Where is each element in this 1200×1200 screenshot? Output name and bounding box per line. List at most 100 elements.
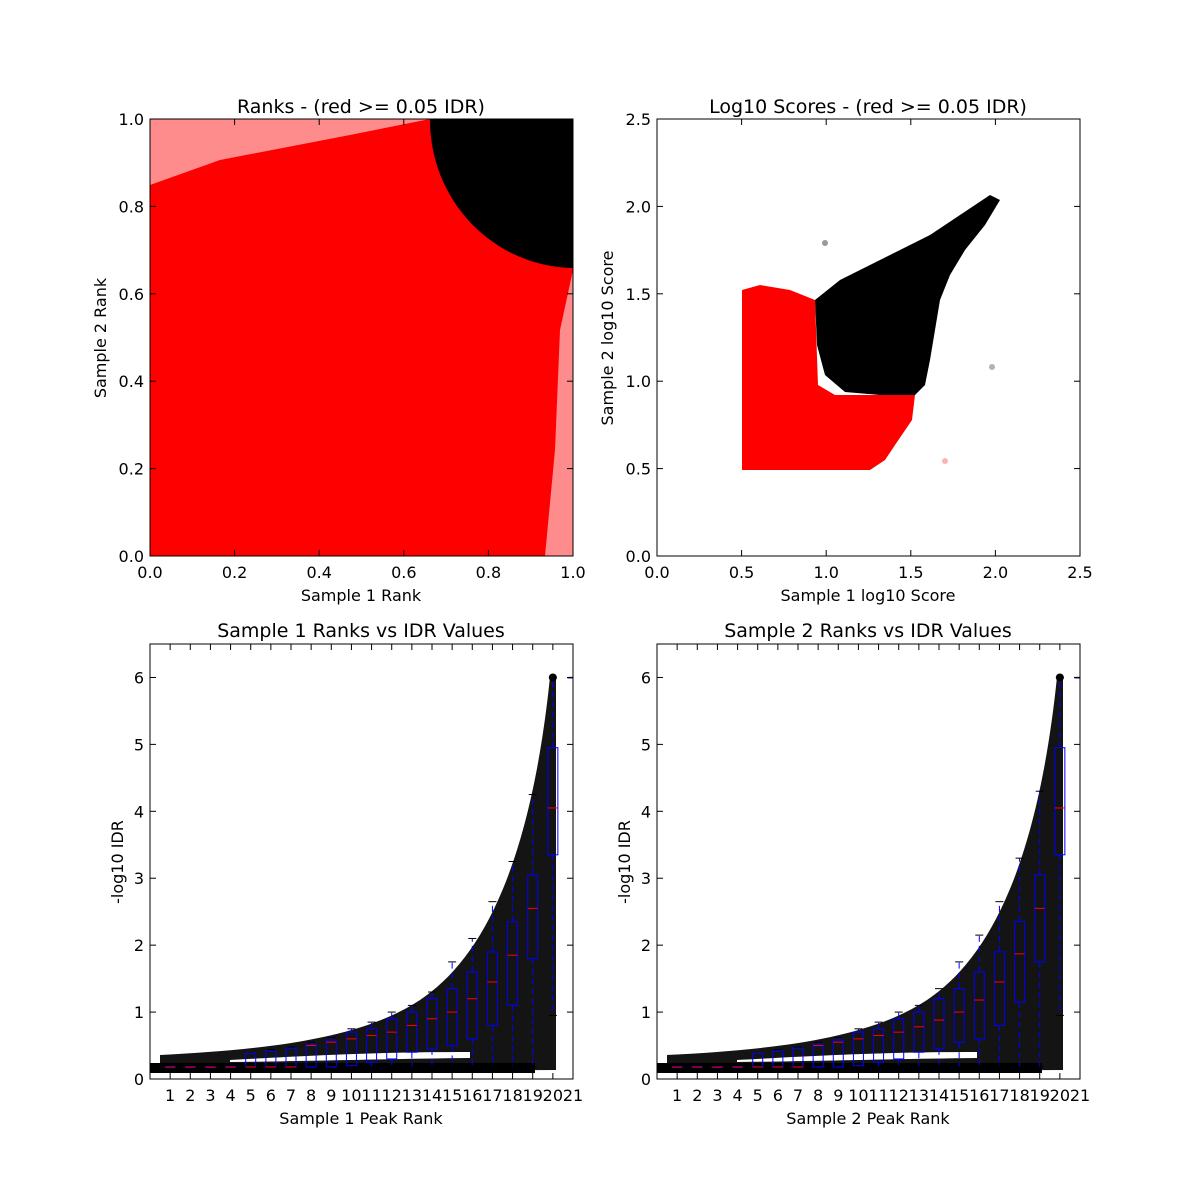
sample1-x-tick-label: 17 — [482, 1086, 502, 1105]
sample1-box-5 — [245, 1053, 257, 1068]
sample1-x-tick-label: 4 — [225, 1086, 235, 1105]
ranks-x-tick-label: 1.0 — [560, 563, 585, 582]
sample1-box-14 — [426, 991, 438, 1068]
ranks-y-tick-label: 1.0 — [119, 110, 144, 129]
sample2-x-tick-label: 14 — [929, 1086, 949, 1105]
sample2-box-8 — [812, 1041, 824, 1068]
sample1-box-7 — [285, 1046, 297, 1068]
sample1-plot-frame — [149, 643, 574, 1080]
ranks-x-tick-label: 0.4 — [306, 563, 331, 582]
log10-y-tick-label: 2.0 — [626, 197, 651, 216]
sample1-x-tick-label: 2 — [185, 1086, 195, 1105]
sample2-box-1 — [671, 1066, 683, 1068]
ranks-sparse-top-left — [150, 119, 430, 185]
box-body — [406, 1011, 418, 1053]
sample2-density-band — [667, 677, 1063, 1072]
sample2-x-tick-label: 15 — [949, 1086, 969, 1105]
sample1-box-10 — [345, 1028, 357, 1068]
sample2-x-tick-label: 8 — [813, 1086, 823, 1105]
sample1-x-tick-label: 11 — [361, 1086, 381, 1105]
sample2-x-tick-label: 19 — [1030, 1086, 1050, 1105]
log10-y-tick-label: 1.5 — [626, 285, 651, 304]
sample2-boxplot-panel: 1 2 3 4 5 6 7 8 9 10 11 12 13 14 15 16 17 18 19 20 21 012345… — [615, 620, 1090, 1128]
sample2-x-tick-label: 6 — [773, 1086, 783, 1105]
sample2-x-tick-label: 11 — [868, 1086, 888, 1105]
ranks-x-tick-label: 0.6 — [391, 563, 416, 582]
sample1-y-tick-label: 6 — [134, 668, 144, 687]
sample2-box-20 — [1054, 676, 1066, 1016]
log10-x-label: Sample 1 log10 Score — [781, 586, 956, 605]
sample1-box-8 — [305, 1041, 317, 1068]
sample1-box-13 — [406, 1004, 418, 1068]
sample1-x-tick-label: 6 — [266, 1086, 276, 1105]
box-body — [873, 1028, 885, 1063]
log10-black-points — [815, 195, 1000, 395]
sample2-box-18 — [1014, 857, 1026, 1068]
sample1-x-tick-label: 3 — [205, 1086, 215, 1105]
sample1-x-tick-label: 14 — [422, 1086, 442, 1105]
box-body — [953, 988, 965, 1043]
sample2-box-14 — [933, 988, 945, 1068]
ranks-y-label: Sample 2 Rank — [91, 277, 110, 398]
sample1-y-tick-label: 2 — [134, 936, 144, 955]
sample1-x-tick-label: 15 — [442, 1086, 462, 1105]
sample2-x-tick-label: 1 — [672, 1086, 682, 1105]
sample2-box-13 — [913, 1004, 925, 1068]
log10-x-tick-label: 2.0 — [983, 563, 1008, 582]
box-body — [832, 1039, 844, 1068]
sample1-x-tick-label: 18 — [502, 1086, 522, 1105]
ranks-x-ticks: 0.0 0.2 0.4 0.6 0.8 1.0 — [137, 119, 586, 582]
sample1-box-3 — [204, 1066, 216, 1068]
ranks-black-points — [429, 119, 573, 268]
sample2-density-gap — [737, 1052, 977, 1062]
log10-outlier-point — [989, 364, 995, 370]
sample2-x-tick-label: 12 — [889, 1086, 909, 1105]
log10-x-tick-label: 1.0 — [813, 563, 838, 582]
sample2-x-tick-label: 2 — [692, 1086, 702, 1105]
box-body — [386, 1018, 398, 1060]
sample1-box-17 — [486, 901, 498, 1068]
sample1-x-tick-label: 7 — [286, 1086, 296, 1105]
sample2-bottom-band — [657, 1063, 1042, 1073]
sample2-x-tick-label: 3 — [712, 1086, 722, 1105]
ranks-y-tick-label: 0.2 — [119, 460, 144, 479]
sample2-box-16 — [973, 934, 985, 1068]
sample2-title: Sample 2 Ranks vs IDR Values — [724, 620, 1012, 642]
log10-outlier-point — [822, 240, 828, 246]
sample2-box-17 — [993, 901, 1005, 1068]
log10-x-tick-label: 1.5 — [898, 563, 923, 582]
sample2-x-label: Sample 2 Peak Rank — [786, 1109, 950, 1128]
log10-scores-panel: 0.0 0.5 1.0 1.5 2.0 2.5 0.0 0.5 1.0 1.5 2.0 2.5 Lo… — [598, 96, 1093, 605]
sample1-boxplot-panel: 1 2 3 4 5 6 7 8 9 10 11 12 13 14 15 16 17 18 19 20 21 012345… — [108, 620, 583, 1128]
log10-x-tick-label: 0.0 — [644, 563, 669, 582]
log10-title: Log10 Scores - (red >= 0.05 IDR) — [709, 96, 1027, 118]
box-body — [486, 951, 498, 1026]
box-body — [466, 971, 478, 1040]
sample1-box-11 — [366, 1021, 378, 1068]
sample2-x-tick-label: 18 — [1009, 1086, 1029, 1105]
sample2-box-7 — [792, 1046, 804, 1068]
sample1-peak-point — [548, 673, 557, 682]
ranks-x-label: Sample 1 Rank — [301, 586, 422, 605]
sample2-x-tick-label: 7 — [793, 1086, 803, 1105]
sample2-x-tick-label: 16 — [969, 1086, 989, 1105]
sample1-x-tick-label: 21 — [563, 1086, 583, 1105]
sample1-x-tick-label: 5 — [246, 1086, 256, 1105]
box-body — [1054, 747, 1066, 856]
ranks-y-tick-label: 0.6 — [119, 285, 144, 304]
box-body — [345, 1031, 357, 1067]
box-body — [1014, 921, 1026, 1003]
sample2-y-tick-label: 1 — [641, 1003, 651, 1022]
sample2-box-10 — [852, 1028, 864, 1068]
sample2-box-4 — [732, 1066, 744, 1068]
sample1-density-gap — [230, 1052, 470, 1062]
ranks-title: Ranks - (red >= 0.05 IDR) — [237, 96, 485, 118]
box-body — [426, 998, 438, 1050]
sample2-box-5 — [752, 1053, 764, 1068]
sample2-y-label: -log10 IDR — [615, 820, 634, 904]
sample2-x-tick-label: 21 — [1070, 1086, 1090, 1105]
log10-red-points — [742, 285, 915, 470]
sample1-box-6 — [265, 1049, 277, 1068]
sample2-x-tick-label: 5 — [753, 1086, 763, 1105]
